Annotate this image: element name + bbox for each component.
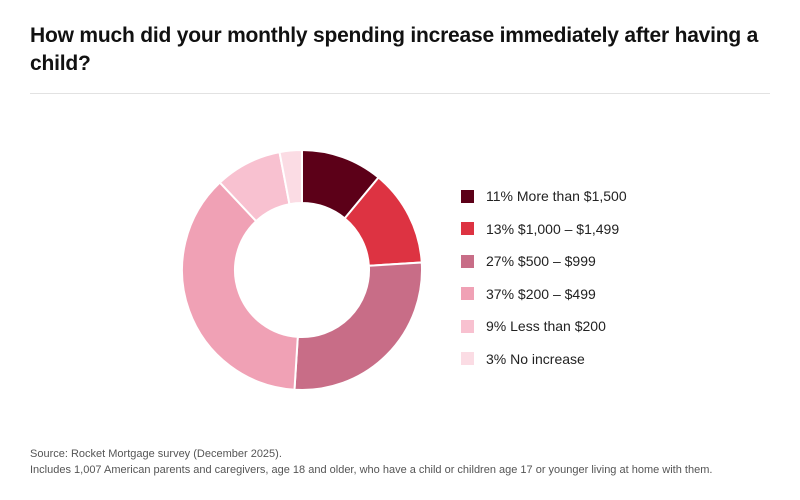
divider — [30, 93, 770, 94]
legend-item: 27% $500 – $999 — [461, 245, 627, 278]
legend-label: 27% $500 – $999 — [486, 253, 596, 270]
legend-label: 13% $1,000 – $1,499 — [486, 220, 620, 237]
legend-swatch — [461, 254, 474, 268]
legend: 11% More than $1,500 13% $1,000 – $1,499 2… — [461, 180, 627, 375]
donut-slice — [181, 181, 299, 391]
sample-note: Includes 1,007 American parents and care… — [30, 464, 713, 476]
legend-label: 9% Less than $200 — [486, 318, 606, 335]
legend-swatch — [461, 352, 474, 366]
legend-swatch — [461, 189, 474, 203]
legend-swatch — [461, 287, 474, 301]
legend-item: 13% $1,000 – $1,499 — [461, 213, 627, 246]
source-line: Source: Rocket Mortgage survey (December… — [30, 448, 282, 460]
legend-item: 3% No increase — [461, 343, 627, 376]
legend-label: 3% No increase — [486, 350, 585, 367]
donut-slice — [293, 261, 423, 391]
legend-swatch — [461, 319, 474, 333]
donut-slice — [278, 148, 303, 206]
legend-label: 11% More than $1,500 — [486, 188, 627, 205]
legend-item: 37% $200 – $499 — [461, 278, 627, 311]
chart-title: How much did your monthly spending incre… — [30, 24, 759, 75]
legend-item: 11% More than $1,500 — [461, 180, 627, 213]
source-note: Source: Rocket Mortgage survey (December… — [30, 446, 712, 478]
legend-label: 37% $200 – $499 — [486, 285, 596, 302]
legend-swatch — [461, 222, 474, 236]
legend-item: 9% Less than $200 — [461, 310, 627, 343]
